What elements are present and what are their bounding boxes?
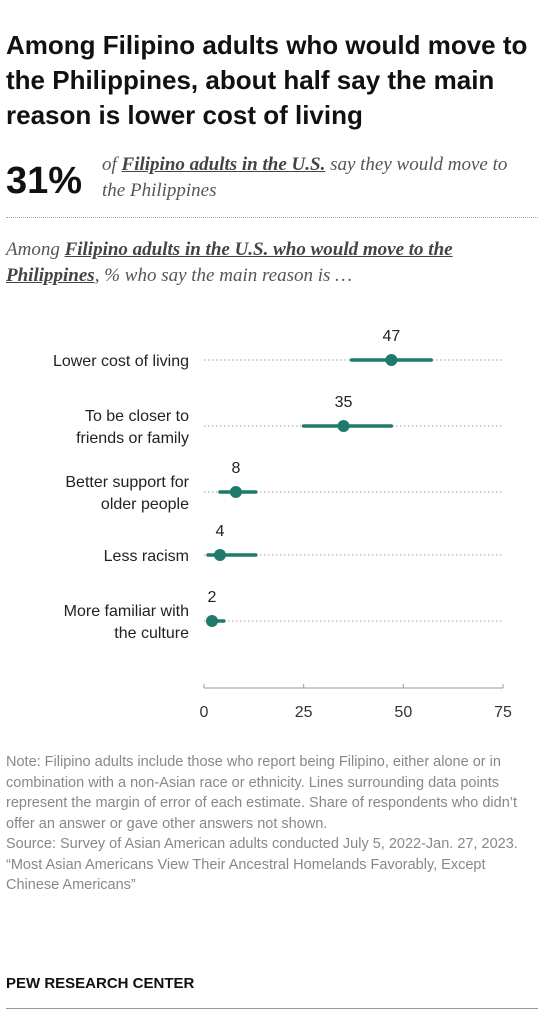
source-text: Source: Survey of Asian American adults … xyxy=(6,836,518,852)
data-point xyxy=(337,420,350,432)
value-label: 2 xyxy=(208,589,217,606)
value-label: 35 xyxy=(335,394,353,411)
x-tick-label: 25 xyxy=(295,704,313,721)
category-label: Better support for older people xyxy=(65,474,189,513)
category-label: Lower cost of living xyxy=(53,353,189,370)
divider xyxy=(6,217,538,218)
stat-group: Filipino adults in the U.S. xyxy=(121,154,326,175)
category-label: Less racism xyxy=(104,548,189,565)
stat-value: 31% xyxy=(6,160,83,202)
subtitle-group: Filipino adults in the U.S. who would mo… xyxy=(6,239,453,286)
x-tick-label: 75 xyxy=(494,704,512,721)
category-label: More familiar with the culture xyxy=(64,603,189,642)
data-point xyxy=(213,549,226,561)
value-label: 47 xyxy=(382,328,400,345)
chart-notes: Note: Filipino adults include those who … xyxy=(6,752,536,896)
x-tick-label: 50 xyxy=(394,704,412,721)
brand-logo-text: PEW RESEARCH CENTER xyxy=(6,975,195,992)
value-label: 8 xyxy=(231,460,240,477)
value-label: 4 xyxy=(215,523,224,540)
data-point xyxy=(205,615,218,627)
category-label: To be closer to friends or family xyxy=(76,408,189,447)
headline-stat: 31% of Filipino adults in the U.S. say t… xyxy=(6,150,536,210)
stat-suffix: say they would move to the Philippines xyxy=(102,154,508,201)
dot-plot-chart: Lower cost of living 47 To be closer to fri… xyxy=(53,328,512,721)
subtitle-suffix: , % who say the main reason is … xyxy=(94,265,353,286)
stat-prefix: of xyxy=(102,154,122,175)
chart-title: Among Filipino adults who would move to … xyxy=(6,30,528,130)
subtitle-prefix: Among xyxy=(6,239,65,260)
x-tick-label: 0 xyxy=(200,704,209,721)
note-text: Note: Filipino adults include those who … xyxy=(6,754,518,832)
data-point xyxy=(385,354,398,366)
chart-subtitle: Among Filipino adults in the U.S. who wo… xyxy=(6,237,536,289)
stat-text: of Filipino adults in the U.S. say they … xyxy=(102,152,532,204)
report-title: “Most Asian Americans View Their Ancestr… xyxy=(6,856,486,894)
data-point xyxy=(229,486,242,498)
bottom-rule xyxy=(6,1008,538,1009)
